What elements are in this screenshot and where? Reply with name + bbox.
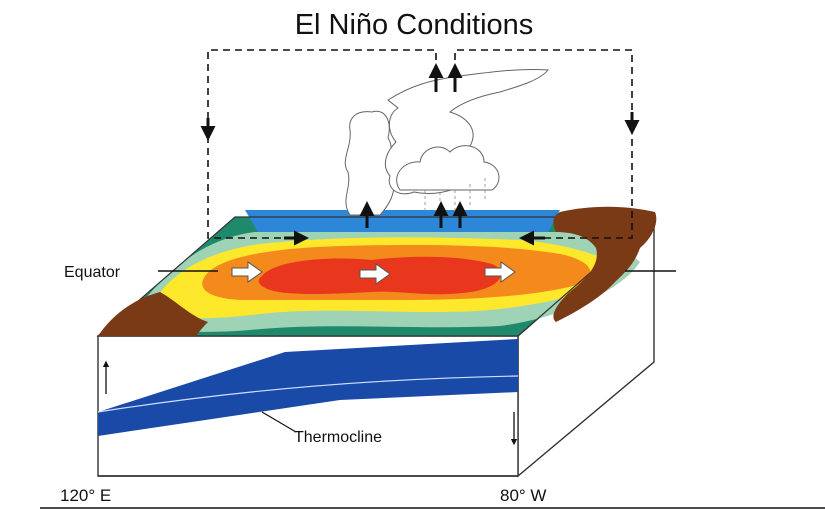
thermocline-label: Thermocline bbox=[294, 429, 382, 446]
land-east-south-america bbox=[553, 206, 657, 322]
convection-clouds bbox=[344, 68, 549, 216]
land-masses bbox=[98, 206, 657, 336]
sea-surface bbox=[96, 210, 656, 337]
current-arrow-west bbox=[231, 261, 263, 283]
deep-water-layer bbox=[98, 339, 518, 436]
cloud-center bbox=[396, 145, 500, 191]
current-arrow-east bbox=[484, 261, 516, 283]
east-longitude-label: 80° W bbox=[500, 486, 546, 505]
current-arrow-center bbox=[359, 263, 391, 285]
thermocline-pointer bbox=[261, 411, 297, 433]
surface-upwelling-band bbox=[245, 210, 560, 232]
equator-label: Equator bbox=[64, 264, 121, 281]
airflow-arrows bbox=[200, 63, 640, 246]
diagram-title: El Niño Conditions bbox=[295, 9, 534, 41]
west-longitude-label: 120° E bbox=[60, 486, 111, 505]
land-west bbox=[98, 292, 208, 336]
circulation-loop-east bbox=[454, 49, 633, 239]
warm-water-flow-arrows bbox=[231, 261, 516, 285]
ocean-vertical-arrows bbox=[102, 360, 518, 446]
thermocline-line bbox=[97, 375, 519, 413]
walker-circulation bbox=[207, 49, 633, 239]
